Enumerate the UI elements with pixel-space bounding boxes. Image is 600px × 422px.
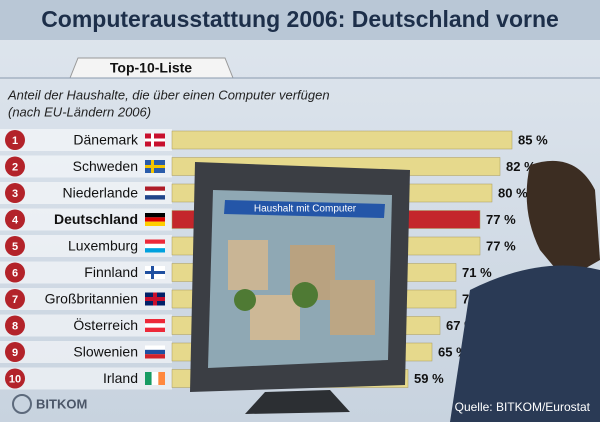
rank-badge bbox=[5, 315, 25, 336]
tree bbox=[234, 289, 256, 311]
rank-label: 6 bbox=[12, 267, 18, 279]
flag-stripe bbox=[145, 190, 165, 196]
flag-stripe bbox=[145, 217, 165, 222]
row-band bbox=[0, 155, 172, 178]
source: Quelle: BITKOM/Eurostat bbox=[455, 400, 591, 414]
flag-stripe bbox=[145, 221, 165, 226]
category-label: Österreich bbox=[73, 316, 138, 333]
category-label: Deutschland bbox=[54, 211, 138, 227]
flag-stripe bbox=[145, 248, 165, 253]
rank-badge bbox=[5, 156, 25, 177]
rank-badge bbox=[5, 236, 25, 256]
person-body bbox=[450, 265, 600, 422]
flag-stripe bbox=[145, 372, 152, 385]
rank-badge bbox=[5, 289, 25, 309]
title-band bbox=[0, 0, 600, 40]
category-label: Luxemburg bbox=[68, 238, 138, 254]
row-band bbox=[0, 182, 172, 204]
flag-stripe bbox=[158, 372, 165, 385]
rank-badge bbox=[5, 262, 25, 283]
flag-stripe bbox=[145, 243, 165, 249]
rank-label: 1 bbox=[12, 135, 18, 147]
value-label: 80 % bbox=[498, 185, 528, 200]
category-label: Finnland bbox=[84, 264, 138, 280]
flag-cross bbox=[145, 138, 165, 142]
category-label: Irland bbox=[103, 370, 138, 386]
monitor-stand bbox=[245, 390, 350, 414]
row-band bbox=[0, 288, 172, 310]
rank-badge bbox=[5, 368, 25, 389]
row-band bbox=[0, 367, 172, 390]
flag-stripe bbox=[145, 213, 165, 218]
bar bbox=[171, 130, 513, 150]
rank-badge bbox=[5, 342, 25, 362]
row-band bbox=[0, 261, 172, 284]
rank-badge bbox=[5, 183, 25, 203]
flag-cross bbox=[145, 297, 165, 301]
category-label: Großbritannien bbox=[45, 291, 138, 307]
subtitle: Anteil der Haushalte, die über einen Com… bbox=[7, 87, 330, 102]
rank-label: 8 bbox=[12, 320, 18, 332]
tree bbox=[292, 282, 318, 308]
flag-stripe bbox=[145, 345, 165, 350]
flag-stripe bbox=[151, 372, 159, 385]
house bbox=[330, 280, 375, 335]
screen-label: Haushalt mit Computer bbox=[254, 204, 357, 215]
category-label: Schweden bbox=[73, 158, 138, 174]
logo-mark bbox=[12, 394, 32, 414]
category-label: Dänemark bbox=[73, 132, 139, 148]
rank-label: 3 bbox=[12, 188, 18, 200]
category-label: Slowenien bbox=[73, 344, 138, 360]
chart-title: Computerausstattung 2006: Deutschland vo… bbox=[41, 6, 559, 32]
house bbox=[250, 295, 300, 340]
person-illustration bbox=[450, 160, 600, 422]
row-band bbox=[0, 235, 172, 257]
value-label: 77 % bbox=[486, 212, 516, 227]
rank-badge bbox=[5, 209, 25, 230]
rank-label: 4 bbox=[12, 214, 19, 226]
house bbox=[228, 240, 268, 290]
rank-label: 2 bbox=[12, 161, 18, 173]
rank-label: 10 bbox=[9, 373, 21, 385]
flag-stripe bbox=[145, 195, 165, 200]
flag-stripe bbox=[145, 323, 165, 328]
flag-stripe bbox=[145, 186, 165, 191]
flag-stripe bbox=[145, 327, 165, 332]
category-label: Niederlande bbox=[63, 185, 139, 201]
flag-stripe bbox=[145, 319, 165, 324]
flag-stripe bbox=[145, 354, 165, 359]
rank-label: 9 bbox=[12, 347, 18, 359]
flag-stripe bbox=[145, 349, 165, 355]
row-band bbox=[0, 341, 172, 363]
value-label: 71 % bbox=[462, 265, 492, 280]
flag-cross bbox=[145, 271, 165, 274]
flag-cross bbox=[145, 165, 165, 168]
flag-stripe bbox=[145, 239, 165, 244]
value-label: 85 % bbox=[518, 132, 548, 147]
row-band bbox=[0, 129, 172, 151]
monitor-illustration: Haushalt mit Computer bbox=[190, 162, 410, 414]
rank-label: 7 bbox=[12, 294, 18, 306]
row-band bbox=[0, 208, 172, 231]
rank-badge bbox=[5, 130, 25, 150]
screen-banner bbox=[224, 200, 385, 218]
value-label: 82 % bbox=[506, 159, 536, 174]
person-head bbox=[526, 160, 600, 280]
row-band bbox=[0, 314, 172, 337]
rank-label: 5 bbox=[12, 241, 18, 253]
logo: BITKOM bbox=[36, 396, 87, 411]
value-label: 59 % bbox=[414, 371, 444, 386]
value-label: 77 % bbox=[486, 238, 516, 253]
subtitle: (nach EU-Ländern 2006) bbox=[8, 104, 151, 119]
tab-label: Top-10-Liste bbox=[110, 60, 192, 76]
